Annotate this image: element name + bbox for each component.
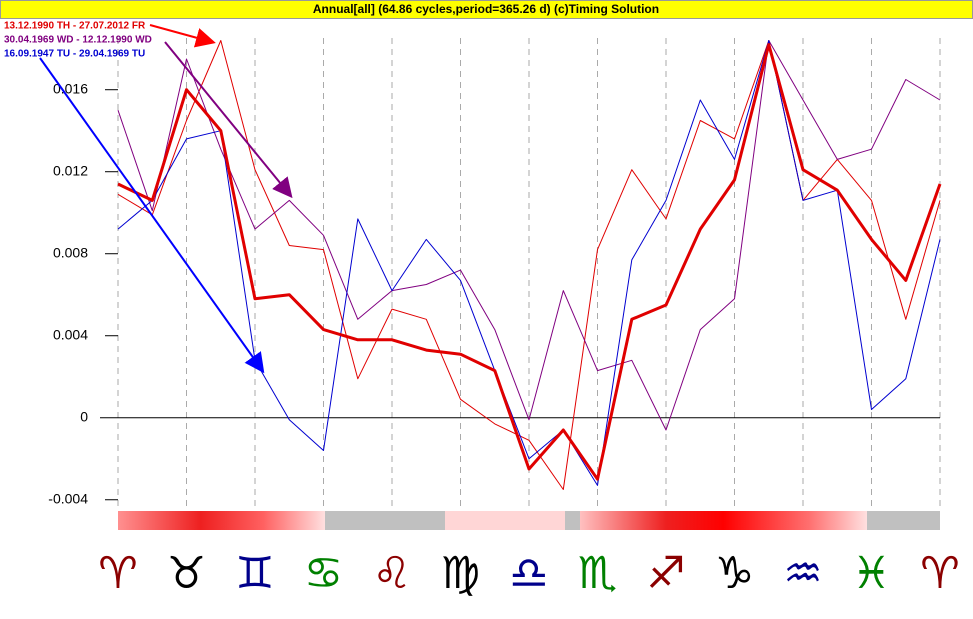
x-tick-label: ♌ <box>372 548 411 599</box>
legend-label: 30.04.1969 WD - 12.12.1990 WD <box>4 35 152 46</box>
legend-label: 13.12.1990 TH - 27.07.2012 FR <box>4 21 146 32</box>
y-tick-label: 0.016 <box>53 80 88 96</box>
chart-title: Annual[all] (64.86 cycles,period=365.26 … <box>313 2 659 16</box>
series-line <box>117 40 941 431</box>
annotation-arrows <box>39 24 293 374</box>
strip-segment <box>580 511 867 530</box>
arrow <box>39 57 265 374</box>
x-tick-label: ♈ <box>98 548 137 599</box>
x-tick-label: ♊ <box>235 548 274 599</box>
y-tick-label: 0.012 <box>53 162 88 178</box>
legend: 13.12.1990 TH - 27.07.2012 FR 30.04.1969 … <box>4 21 152 60</box>
y-tick-label: 0 <box>80 408 88 424</box>
strip-segment <box>118 511 325 530</box>
y-tick-label: 0.004 <box>53 326 88 342</box>
x-tick-label: ♍ <box>441 548 480 599</box>
x-tick-label: ♋ <box>304 548 343 599</box>
x-tick-label: ♈ <box>920 548 959 599</box>
heat-strip <box>118 511 940 530</box>
x-tick-label: ♒ <box>783 548 822 599</box>
x-tick-label: ♑ <box>715 548 754 599</box>
y-tick-label: 0.008 <box>53 244 88 260</box>
x-tick-label: ♓ <box>852 548 891 599</box>
arrow <box>164 41 293 199</box>
series-line <box>117 43 942 481</box>
x-tick-label: ♐ <box>646 548 685 599</box>
strip-segment <box>867 511 940 530</box>
strip-segment <box>565 511 580 530</box>
legend-label: 16.09.1947 TU - 29.04.1969 TU <box>4 49 145 60</box>
x-tick-label: ♎ <box>509 548 548 599</box>
strip-segment <box>325 511 445 530</box>
plot-area: ♈ ♉ ♊ ♋ ♌ ♍ ♎ ♏ ♐ ♑ ♒ ♓ ♈ -0.004 0 0.004 0.008 0.012 0.016 <box>48 38 960 599</box>
y-tick-label: -0.004 <box>48 490 88 506</box>
strip-segment <box>445 511 565 530</box>
arrow <box>149 24 216 48</box>
x-tick-label: ♉ <box>167 548 206 599</box>
x-tick-label: ♏ <box>578 548 617 599</box>
